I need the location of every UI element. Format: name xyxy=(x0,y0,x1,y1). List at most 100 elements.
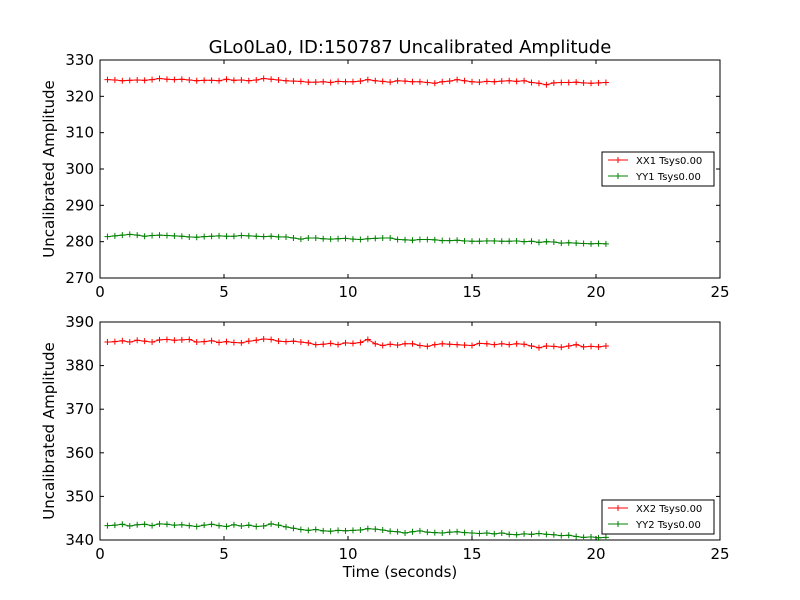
data-point xyxy=(342,339,349,346)
data-point xyxy=(379,342,386,349)
data-point xyxy=(573,341,580,348)
data-point xyxy=(305,235,312,242)
x-tick-label: 5 xyxy=(219,283,229,301)
data-point xyxy=(260,523,267,530)
data-point xyxy=(126,339,133,346)
data-point xyxy=(476,530,483,537)
data-point xyxy=(424,236,431,243)
data-point xyxy=(104,233,111,240)
data-point xyxy=(364,76,371,83)
data-point xyxy=(208,521,215,528)
legend-entry: XX1 Tsys0.00 xyxy=(636,156,702,167)
data-point xyxy=(141,521,148,528)
data-point xyxy=(476,79,483,86)
legend: XX2 Tsys0.00 YY2 Tsys0.00 xyxy=(601,499,715,535)
data-point xyxy=(253,523,260,530)
data-point xyxy=(349,527,356,534)
data-point xyxy=(372,526,379,533)
data-point xyxy=(357,339,364,346)
data-point xyxy=(454,341,461,348)
data-point xyxy=(588,343,595,350)
data-point xyxy=(141,338,148,345)
data-point xyxy=(469,342,475,349)
data-point xyxy=(283,77,289,84)
data-point xyxy=(141,233,148,240)
data-point xyxy=(178,521,185,528)
data-point xyxy=(223,338,230,345)
data-point xyxy=(320,341,327,348)
legend: XX1 Tsys0.00 YY1 Tsys0.00 xyxy=(601,151,715,187)
data-point xyxy=(297,236,304,243)
data-point xyxy=(223,76,230,83)
data-point xyxy=(550,343,557,350)
data-point xyxy=(558,344,565,351)
data-point xyxy=(431,236,438,243)
data-point xyxy=(186,336,193,343)
data-point xyxy=(163,336,170,343)
data-point xyxy=(469,530,475,537)
data-point xyxy=(491,78,498,85)
data-point xyxy=(305,527,312,534)
data-point xyxy=(498,78,505,85)
data-point xyxy=(126,77,133,84)
data-point xyxy=(312,341,319,348)
x-tick-label: 0 xyxy=(95,545,105,563)
data-point xyxy=(409,528,416,535)
data-point xyxy=(506,531,513,538)
data-point xyxy=(320,235,327,242)
data-point xyxy=(543,81,550,88)
data-point xyxy=(476,238,483,245)
data-point xyxy=(290,338,297,345)
data-point xyxy=(208,233,215,240)
x-tick-label: 20 xyxy=(586,283,605,301)
data-point xyxy=(416,236,423,243)
data-point xyxy=(275,522,282,529)
data-point xyxy=(521,77,528,84)
data-point xyxy=(104,339,111,346)
data-point xyxy=(416,527,423,534)
data-point xyxy=(528,238,535,245)
data-point xyxy=(402,340,409,347)
data-point xyxy=(535,530,542,537)
data-point xyxy=(372,235,379,242)
data-point xyxy=(335,527,342,534)
data-point xyxy=(163,76,170,83)
data-point xyxy=(513,531,520,538)
data-point xyxy=(275,338,282,345)
x-tick-label: 15 xyxy=(462,283,481,301)
data-point xyxy=(394,342,401,349)
data-point xyxy=(178,233,185,240)
data-point xyxy=(379,78,386,85)
data-point xyxy=(409,237,416,244)
data-point xyxy=(305,79,312,86)
data-point xyxy=(357,236,364,243)
y-axis-label: Uncalibrated Amplitude xyxy=(40,342,58,519)
data-point xyxy=(446,529,453,536)
data-point xyxy=(193,523,200,530)
data-point xyxy=(454,237,461,244)
data-point xyxy=(416,342,423,349)
data-point xyxy=(469,238,475,245)
data-point xyxy=(171,76,178,83)
data-point xyxy=(134,76,141,83)
x-tick-label: 15 xyxy=(462,545,481,563)
x-tick-label: 20 xyxy=(586,545,605,563)
data-point xyxy=(312,235,319,242)
data-point xyxy=(141,77,148,84)
data-point xyxy=(588,240,595,247)
data-point xyxy=(387,528,394,535)
data-point xyxy=(513,78,520,85)
data-point xyxy=(171,337,178,344)
data-point xyxy=(275,76,282,83)
data-point xyxy=(327,528,334,535)
data-point xyxy=(104,522,111,529)
data-point xyxy=(149,339,156,346)
data-point xyxy=(268,233,275,240)
y-tick-label: 340 xyxy=(65,531,94,549)
legend-entry: YY2 Tsys0.00 xyxy=(635,520,701,531)
data-point xyxy=(602,534,609,541)
data-point xyxy=(134,232,141,239)
data-point xyxy=(230,77,237,84)
data-point xyxy=(312,526,319,533)
data-point xyxy=(201,233,208,240)
